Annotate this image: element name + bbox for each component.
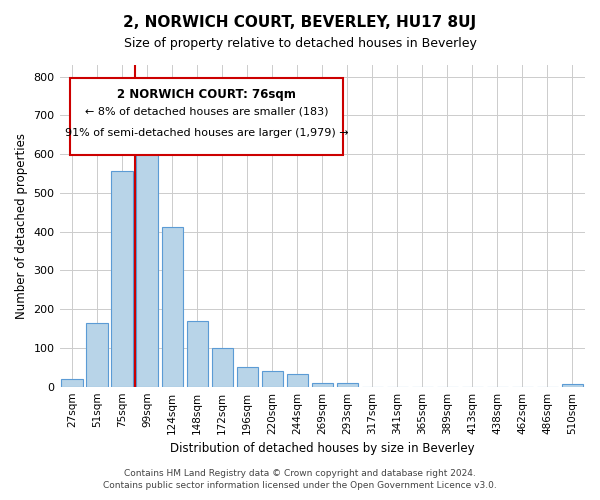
X-axis label: Distribution of detached houses by size in Beverley: Distribution of detached houses by size …: [170, 442, 475, 455]
Text: 2 NORWICH COURT: 76sqm: 2 NORWICH COURT: 76sqm: [117, 88, 296, 101]
Bar: [187, 321, 208, 386]
Text: 91% of semi-detached houses are larger (1,979) →: 91% of semi-detached houses are larger (…: [65, 128, 349, 138]
Bar: [61, 379, 83, 386]
FancyBboxPatch shape: [70, 78, 343, 155]
Bar: [136, 149, 158, 386]
Bar: [236, 368, 258, 386]
Text: Contains HM Land Registry data © Crown copyright and database right 2024.
Contai: Contains HM Land Registry data © Crown c…: [103, 468, 497, 490]
Bar: [311, 383, 333, 386]
Bar: [112, 171, 133, 386]
Text: Size of property relative to detached houses in Beverley: Size of property relative to detached ho…: [124, 38, 476, 51]
Text: 2, NORWICH COURT, BEVERLEY, HU17 8UJ: 2, NORWICH COURT, BEVERLEY, HU17 8UJ: [124, 15, 476, 30]
Bar: [287, 374, 308, 386]
Bar: [86, 322, 108, 386]
Bar: [212, 348, 233, 387]
Bar: [337, 383, 358, 386]
Bar: [262, 371, 283, 386]
Text: ← 8% of detached houses are smaller (183): ← 8% of detached houses are smaller (183…: [85, 107, 328, 117]
Bar: [562, 384, 583, 386]
Y-axis label: Number of detached properties: Number of detached properties: [15, 133, 28, 319]
Bar: [161, 226, 183, 386]
